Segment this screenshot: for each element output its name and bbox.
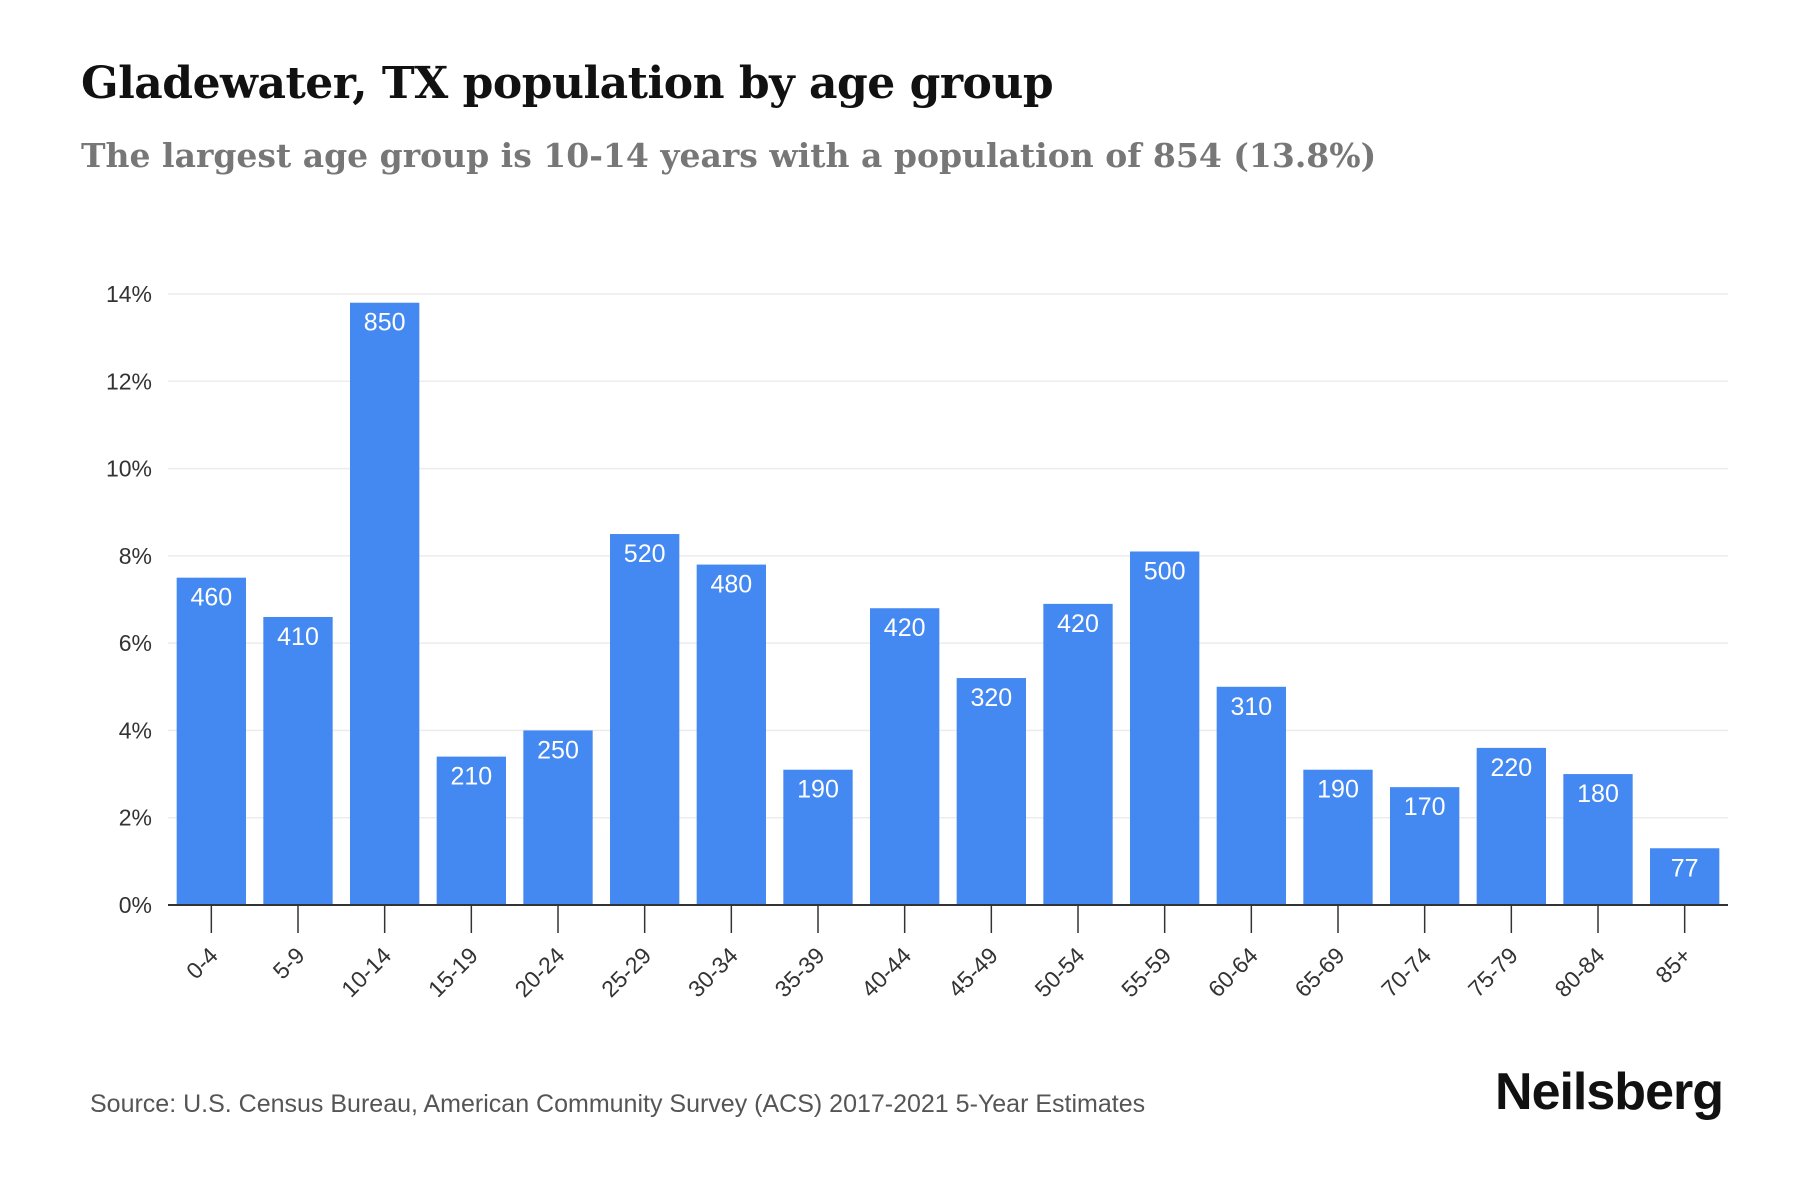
- bar: [1303, 769, 1373, 905]
- x-tick-label: 75-79: [1463, 942, 1523, 1002]
- bar-value-label: 190: [1317, 776, 1359, 804]
- bar-value-label: 210: [450, 763, 492, 791]
- y-tick-label: 8%: [119, 543, 152, 569]
- bar-value-label: 220: [1490, 754, 1532, 782]
- brand-logo: Neilsberg: [1495, 1063, 1724, 1121]
- chart-title: Gladewater, TX population by age group: [81, 58, 1054, 109]
- bar: [523, 730, 593, 905]
- y-tick-label: 6%: [119, 630, 152, 656]
- source-note: Source: U.S. Census Bureau, American Com…: [90, 1090, 1146, 1118]
- bar: [1216, 686, 1286, 905]
- bar: [1563, 774, 1633, 905]
- bar-value-label: 170: [1404, 793, 1446, 821]
- bar-value-label: 480: [710, 571, 752, 599]
- gridlines: [168, 293, 1728, 819]
- bar-value-label: 310: [1230, 693, 1272, 721]
- y-axis-ticks: 0% 2% 4% 6% 8% 10% 12% 14%: [106, 281, 152, 918]
- bar: [1390, 787, 1460, 905]
- bar-chart: 0% 2% 4% 6% 8% 10% 12% 14% 460 410 850 210 250 520 48…: [106, 281, 1728, 1002]
- bar-value-label: 77: [1671, 854, 1699, 882]
- bar: [176, 577, 246, 905]
- bar: [1476, 747, 1546, 905]
- bar-value-label: 180: [1577, 780, 1619, 808]
- bar: [263, 616, 333, 905]
- bar: [783, 769, 853, 905]
- x-tick-label: 65-69: [1290, 942, 1350, 1002]
- x-tick-label: 40-44: [856, 942, 916, 1002]
- x-axis: 0-4 5-9 10-14 15-19 20-24 25-29 30-34 35-39 40-4…: [168, 904, 1728, 1002]
- x-tick-label: 30-34: [683, 942, 743, 1002]
- bar-value-label: 190: [797, 776, 839, 804]
- x-tick-label: 0-4: [181, 942, 223, 984]
- bar-value-label: 460: [190, 584, 232, 612]
- x-tick-label: 45-49: [943, 942, 1003, 1002]
- x-tick-label: 55-59: [1116, 942, 1176, 1002]
- bar: [610, 534, 680, 905]
- bar: [436, 756, 506, 905]
- x-tick-label: 20-24: [510, 942, 570, 1002]
- bar-value-label: 320: [970, 684, 1012, 712]
- chart-subtitle: The largest age group is 10-14 years wit…: [81, 136, 1377, 175]
- x-tick-label: 50-54: [1030, 942, 1090, 1002]
- y-tick-label: 2%: [119, 805, 152, 831]
- x-tick-label: 15-19: [423, 942, 483, 1002]
- bar-value-label: 850: [364, 309, 406, 337]
- bar-value-label: 420: [1057, 610, 1099, 638]
- y-tick-label: 0%: [119, 892, 152, 918]
- x-tick-label: 25-29: [596, 942, 656, 1002]
- bar-value-label: 500: [1144, 557, 1186, 585]
- x-tick-label: 85+: [1650, 942, 1696, 988]
- y-tick-label: 10%: [106, 456, 152, 482]
- y-tick-label: 4%: [119, 717, 152, 743]
- bar-value-label: 420: [884, 614, 926, 642]
- x-tick-label: 80-84: [1550, 942, 1610, 1002]
- bars: 460 410 850 210 250 520 480 190 420 320 420 500 310 1…: [176, 302, 1720, 905]
- x-tick-label: 35-39: [770, 942, 830, 1002]
- x-tick-label: 5-9: [268, 942, 310, 984]
- bar: [350, 302, 420, 905]
- y-tick-label: 14%: [106, 281, 152, 307]
- bar: [1130, 551, 1200, 905]
- bar: [870, 608, 940, 905]
- bar-value-label: 250: [537, 736, 579, 764]
- bar: [1650, 848, 1720, 905]
- bar: [1043, 603, 1113, 905]
- bar-value-label: 410: [277, 623, 319, 651]
- x-tick-label: 60-64: [1203, 942, 1263, 1002]
- x-tick-label: 70-74: [1376, 942, 1436, 1002]
- bar: [696, 564, 766, 905]
- bar: [956, 678, 1026, 905]
- y-tick-label: 12%: [106, 368, 152, 394]
- x-tick-label: 10-14: [336, 942, 396, 1002]
- bar-value-label: 520: [624, 540, 666, 568]
